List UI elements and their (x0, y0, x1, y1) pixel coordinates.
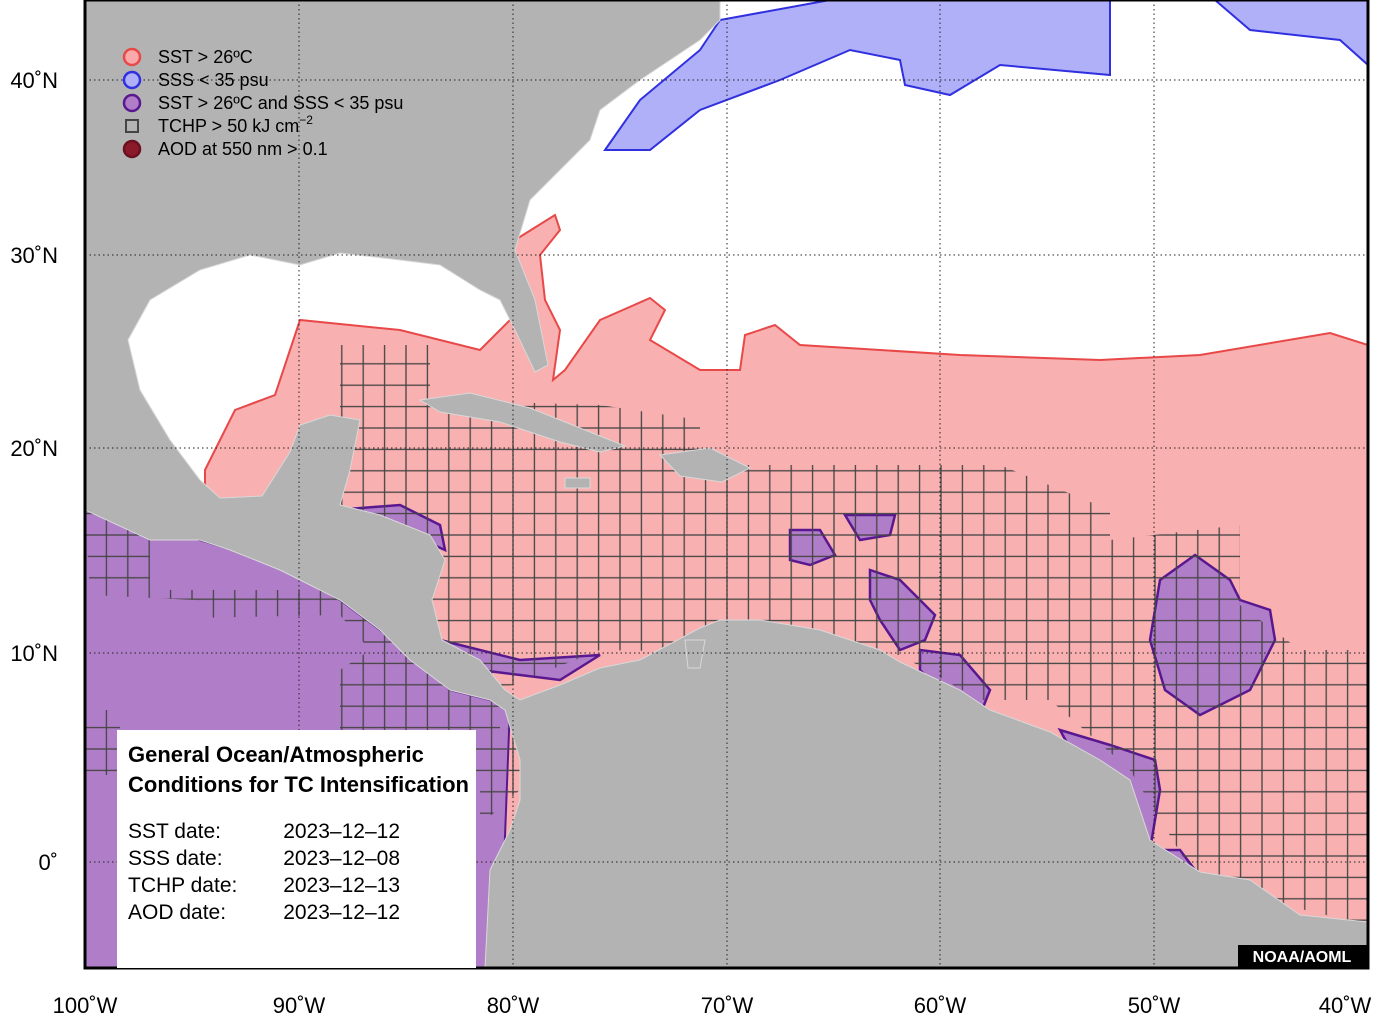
lat-label: 30˚N (10, 243, 58, 268)
lon-label: 60˚W (914, 993, 967, 1018)
legend-text: AOD at 550 nm > 0.1 (158, 139, 328, 159)
legend-marker (122, 70, 142, 90)
info-title: General Ocean/Atmospheric (128, 742, 424, 767)
lon-label: 80˚W (487, 993, 540, 1018)
lon-label: 40˚W (1319, 993, 1372, 1018)
date-value: 2023–12–08 (283, 847, 400, 870)
legend-marker (122, 139, 142, 159)
lon-label: 50˚W (1128, 993, 1181, 1018)
legend-sup: −2 (299, 113, 313, 127)
legend-label: SST > 26ºC (158, 47, 253, 67)
map-frame (83, 0, 1370, 970)
lat-label: 10˚N (10, 641, 58, 666)
lon-label: 90˚W (273, 993, 326, 1018)
legend-text: TCHP > 50 kJ cm (158, 116, 299, 136)
credit: NOAA/AOML (1253, 949, 1352, 966)
legend-label: SST > 26ºC and SSS < 35 psu (158, 93, 403, 113)
date-label: TCHP date: (128, 874, 237, 897)
lat-label: 40˚N (10, 68, 58, 93)
info-text: General Ocean/Atmospheric Conditions for … (128, 742, 469, 924)
legend-text: SSS < 35 psu (158, 70, 269, 90)
lat-label: 20˚N (10, 436, 58, 461)
legend: SST > 26ºC SSS < 35 psu SST > 26ºC and SSS… (122, 47, 403, 159)
sss-region (85, 0, 1368, 968)
legend-text: SST > 26ºC and SSS < 35 psu (158, 93, 403, 113)
legend-label: SSS < 35 psu (158, 70, 269, 90)
info-box (117, 730, 476, 968)
axis-labels: 100˚W 90˚W 80˚W 70˚W 60˚W 50˚W 40˚W 40˚N 30˚N 20˚… (10, 68, 1371, 1018)
info-title: Conditions for TC Intensification (128, 772, 469, 797)
map-area (85, 0, 1368, 968)
legend-marker (122, 47, 142, 67)
legend-marker (122, 93, 142, 113)
legend-marker (125, 119, 139, 133)
date-value: 2023–12–12 (283, 901, 400, 924)
legend-label: AOD at 550 nm > 0.1 (158, 139, 328, 159)
date-label: SSS date: (128, 847, 223, 870)
date-label: AOD date: (128, 901, 226, 924)
legend-label: TCHP > 50 kJ cm−2 (158, 113, 313, 136)
date-value: 2023–12–13 (283, 874, 400, 897)
lon-label: 100˚W (53, 993, 118, 1018)
credit-box (1238, 945, 1367, 967)
islands (418, 392, 752, 669)
date-label: SST date: (128, 820, 221, 843)
lat-label: 0˚ (38, 850, 58, 875)
lon-label: 70˚W (701, 993, 754, 1018)
legend-text: SST > 26ºC (158, 47, 253, 67)
date-value: 2023–12–12 (283, 820, 400, 843)
